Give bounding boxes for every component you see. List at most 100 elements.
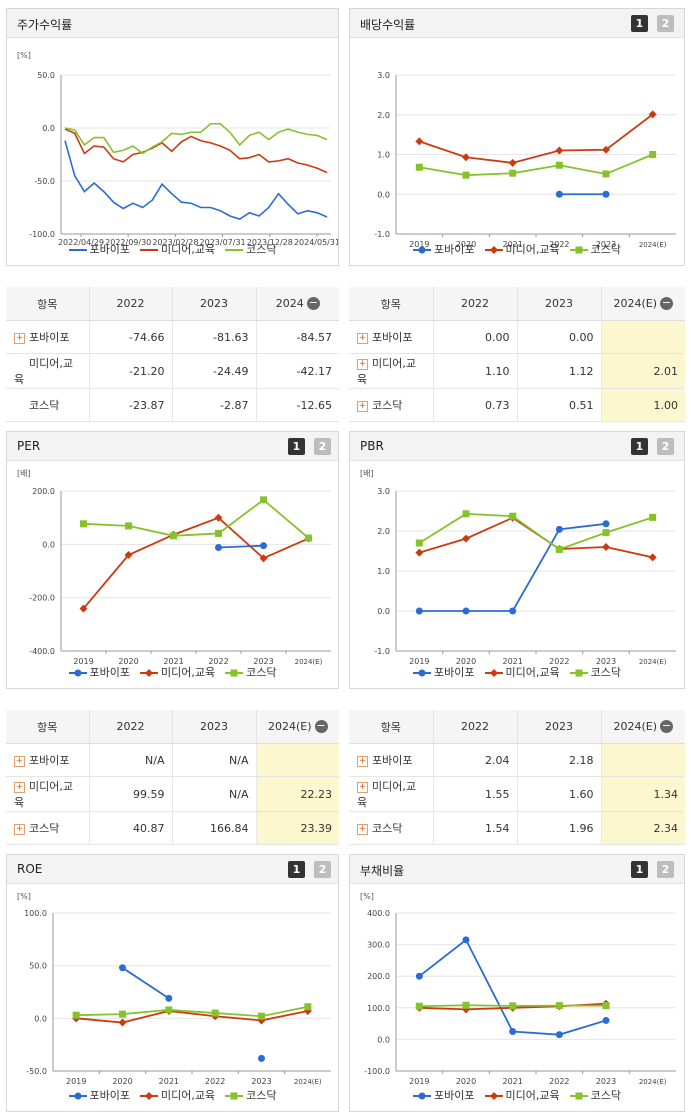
legend-marker-icon <box>68 1092 87 1100</box>
legend-item-kosdaq[interactable]: 코스닥 <box>225 1087 276 1103</box>
row-label-cell[interactable]: + 미디어,교육 <box>349 353 433 389</box>
table-row: 미디어,교육 -21.20 -24.49 -42.17 <box>6 353 339 389</box>
x-tick-label: 2022 <box>549 1077 569 1086</box>
row-label-cell[interactable]: + 코스닥 <box>6 811 89 845</box>
chart-option-1-button[interactable]: 1 <box>288 438 305 455</box>
legend-marker-icon <box>484 246 503 254</box>
column-header-label: 2022 <box>116 297 145 310</box>
legend-item-kosdaq[interactable]: 코스닥 <box>225 664 276 680</box>
legend-marker-shape <box>489 246 498 254</box>
legend-marker-shape <box>418 246 426 254</box>
legend: 포바이포 미디어,교육 코스닥 <box>7 1087 338 1103</box>
chart-option-1-button[interactable]: 1 <box>631 438 648 455</box>
legend-item-media-education[interactable]: 미디어,교육 <box>484 241 560 257</box>
column-header-label: 2024(E) <box>267 719 312 733</box>
series-kosdaq <box>64 122 328 155</box>
expand-plus-icon[interactable]: + <box>14 332 25 344</box>
legend-item-pobaipo[interactable]: 포바이포 <box>68 241 130 257</box>
table-cell: 1.10 <box>432 353 517 389</box>
collapse-minus-icon[interactable]: − <box>314 719 328 734</box>
legend: 포바이포 미디어,교육 코스닥 <box>7 664 338 680</box>
chart-option-2-button[interactable]: 2 <box>314 438 331 455</box>
collapse-minus-icon[interactable]: − <box>306 296 320 311</box>
x-tick-label: 2021 <box>502 657 522 666</box>
legend-marker-shape <box>418 1092 426 1100</box>
debt-ratio-panel: 부채비율 1 2 [%] 400.0 300.0 200.0 100.0 0.0 -100.… <box>349 854 685 1112</box>
row-label-cell[interactable]: + 미디어,교육 <box>6 776 89 812</box>
expand-plus-icon[interactable]: + <box>14 823 25 835</box>
data-point-kosdaq <box>602 529 610 537</box>
data-point-pobaipo <box>462 936 470 944</box>
expand-plus-icon[interactable]: + <box>357 400 368 412</box>
data-point-pobaipo <box>602 520 610 528</box>
expand-plus-icon[interactable]: + <box>357 358 368 370</box>
row-label-cell[interactable]: + 포바이포 <box>6 320 89 354</box>
row-label-cell[interactable]: + 포바이포 <box>6 743 89 777</box>
data-point-kosdaq <box>415 539 423 547</box>
y-tick-label: -200.0 <box>29 594 55 603</box>
table-cell: 2.18 <box>516 743 601 777</box>
row-label-cell[interactable]: + 미디어,교육 <box>349 776 433 812</box>
legend-item-media-education[interactable]: 미디어,교육 <box>140 664 215 680</box>
expand-plus-icon[interactable]: + <box>14 755 25 767</box>
pbr-chart: [배]3.0 2.0 1.0 0.0 -1.0 2019 2020 2021 2022 2023 2… <box>360 469 676 666</box>
column-header-label: 항목 <box>37 720 58 734</box>
legend-item-pobaipo[interactable]: 포바이포 <box>413 664 475 680</box>
panel-header: ROE 1 2 <box>7 855 338 884</box>
chart-option-2-button[interactable]: 2 <box>657 15 674 32</box>
chart-option-2-button[interactable]: 2 <box>314 861 331 878</box>
data-point-kosdaq <box>211 1009 219 1017</box>
expand-plus-icon[interactable]: + <box>357 823 368 835</box>
row-label-cell[interactable]: + 코스닥 <box>349 811 433 845</box>
x-tick-label: 2023 <box>253 657 273 666</box>
data-point-kosdaq <box>509 169 517 177</box>
data-point-pobaipo <box>415 607 423 615</box>
row-label: 코스닥 <box>29 399 60 412</box>
legend-item-pobaipo[interactable]: 포바이포 <box>68 664 130 680</box>
column-header-label: 2023 <box>200 297 228 310</box>
chart-option-2-button[interactable]: 2 <box>657 438 674 455</box>
legend-marker-icon <box>140 669 158 677</box>
chart-option-1-button[interactable]: 1 <box>631 15 648 32</box>
legend-item-pobaipo[interactable]: 포바이포 <box>413 1087 475 1103</box>
panel-header: PER 1 2 <box>7 432 338 461</box>
chart-option-1-button[interactable]: 1 <box>631 861 648 878</box>
chart-option-1-button[interactable]: 1 <box>288 861 305 878</box>
legend-item-media-education[interactable]: 미디어,교육 <box>140 241 215 257</box>
series-line-media-education <box>64 128 328 174</box>
collapse-minus-icon[interactable]: − <box>660 719 674 734</box>
table-cell: 40.87 <box>88 811 172 845</box>
series-kosdaq <box>415 1001 610 1010</box>
dividend-yield-table: 항목 2022 2023 2024(E) − + 포바이포 0.00 0.00 + 미디어,교육 1.… <box>349 287 685 422</box>
legend-item-kosdaq[interactable]: 코스닥 <box>225 241 276 257</box>
legend-item-media-education[interactable]: 미디어,교육 <box>484 1087 560 1103</box>
x-tick-label: 2023 <box>251 1077 271 1086</box>
y-tick-label: 200.0 <box>32 487 55 496</box>
row-label-cell[interactable]: + 코스닥 <box>349 388 433 422</box>
legend-item-pobaipo[interactable]: 포바이포 <box>413 241 475 257</box>
table-header-row: 항목 2022 2023 2024− <box>6 287 339 321</box>
row-label-cell[interactable]: + 포바이포 <box>349 320 433 354</box>
column-header-label: 2024 <box>275 296 304 310</box>
row-label-cell: 미디어,교육 <box>6 353 89 389</box>
chart-option-2-button[interactable]: 2 <box>657 861 674 878</box>
expand-plus-icon[interactable]: + <box>357 332 368 344</box>
legend-item-pobaipo[interactable]: 포바이포 <box>68 1087 130 1103</box>
column-header: 2023 <box>171 287 256 321</box>
data-point-kosdaq <box>415 163 423 171</box>
collapse-minus-icon[interactable]: − <box>660 296 674 311</box>
expand-plus-icon[interactable]: + <box>14 781 25 793</box>
row-label: 코스닥 <box>372 822 403 835</box>
legend-item-kosdaq[interactable]: 코스닥 <box>569 664 621 680</box>
expand-plus-icon[interactable]: + <box>357 781 368 793</box>
panel-header: 부채비율 1 2 <box>350 855 684 884</box>
legend-item-kosdaq[interactable]: 코스닥 <box>569 241 621 257</box>
expand-plus-icon[interactable]: + <box>357 755 368 767</box>
row-label-cell[interactable]: + 포바이포 <box>349 743 433 777</box>
legend-item-kosdaq[interactable]: 코스닥 <box>569 1087 621 1103</box>
legend-item-media-education[interactable]: 미디어,교육 <box>484 664 560 680</box>
data-point-kosdaq <box>125 522 132 530</box>
legend-item-media-education[interactable]: 미디어,교육 <box>140 1087 215 1103</box>
series-line-pobaipo <box>418 938 607 1036</box>
data-point-media-education <box>124 551 133 559</box>
